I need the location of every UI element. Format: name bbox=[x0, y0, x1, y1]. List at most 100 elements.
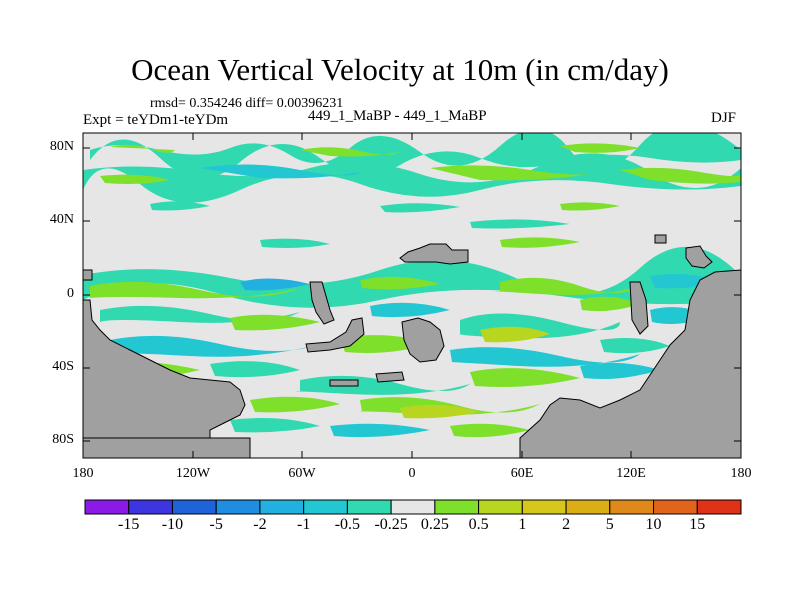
colorbar-swatch bbox=[346, 499, 392, 515]
colorbar-swatch bbox=[215, 499, 261, 515]
colorbar-label: -2 bbox=[253, 516, 267, 533]
south-field-patterns bbox=[83, 246, 741, 438]
north-field-patterns bbox=[83, 133, 741, 248]
field-patch bbox=[360, 276, 440, 290]
field-patch bbox=[230, 418, 320, 433]
field-patch bbox=[90, 133, 741, 178]
plot-title: Ocean Vertical Velocity at 10m (in cm/da… bbox=[131, 52, 669, 87]
field-patch bbox=[100, 174, 170, 184]
colorbar-label: -5 bbox=[209, 516, 223, 533]
x-tick-label: 120E bbox=[616, 466, 646, 481]
colorbar-swatch bbox=[434, 499, 480, 515]
field-patch bbox=[260, 238, 330, 248]
colorbar-swatch bbox=[84, 499, 130, 515]
field-patch bbox=[600, 338, 670, 354]
colorbar-label: 10 bbox=[645, 516, 662, 533]
colorbar-label: -1 bbox=[296, 516, 311, 533]
colorbar-label: 1 bbox=[518, 516, 527, 533]
land-antarctica-west bbox=[83, 437, 251, 458]
colorbar-swatch bbox=[609, 499, 655, 515]
y-tick-label: 40S bbox=[52, 359, 74, 374]
season-label: DJF bbox=[711, 110, 737, 126]
land-north-island bbox=[399, 243, 469, 265]
land-central-island bbox=[401, 317, 445, 363]
field-patch bbox=[480, 326, 550, 343]
colorbar-swatch bbox=[259, 499, 305, 515]
field-patch bbox=[370, 302, 450, 318]
y-tick-label: 80N bbox=[49, 139, 74, 154]
field-patch bbox=[580, 296, 640, 312]
land-west-edge bbox=[83, 269, 93, 281]
colorbar-label: 5 bbox=[605, 516, 614, 533]
field-patch bbox=[90, 281, 300, 299]
land-southwest bbox=[83, 299, 246, 458]
field-patch bbox=[430, 165, 600, 181]
colorbar-swatch bbox=[303, 499, 348, 515]
colorbar-label: -0.5 bbox=[334, 516, 361, 533]
x-tick-label: 0 bbox=[408, 466, 416, 481]
colorbar-swatch bbox=[521, 499, 567, 515]
field-patch bbox=[83, 246, 741, 308]
field-patch bbox=[495, 277, 640, 295]
y-tick-label: 0 bbox=[67, 286, 74, 301]
land-northeast-small bbox=[685, 245, 713, 269]
x-tick-label: 60E bbox=[510, 466, 534, 481]
field-patch bbox=[100, 305, 300, 323]
land-southeast bbox=[519, 269, 741, 458]
land-south-strip-b bbox=[375, 371, 405, 383]
colorbar-label: 0.25 bbox=[420, 516, 449, 533]
colorbar-label: 2 bbox=[562, 516, 571, 533]
colorbar-label: -15 bbox=[118, 516, 140, 533]
colorbar-swatch bbox=[565, 499, 611, 515]
field-patch bbox=[210, 361, 300, 378]
field-patch bbox=[330, 423, 430, 438]
land-north-small bbox=[654, 234, 667, 244]
colorbar-label: 15 bbox=[689, 516, 706, 533]
x-tick-label: 180 bbox=[72, 466, 94, 481]
colorbar-swatch bbox=[171, 499, 217, 515]
y-tick-label: 80S bbox=[52, 432, 74, 447]
field-patch bbox=[110, 144, 175, 153]
field-patch bbox=[470, 219, 570, 229]
map-panel bbox=[83, 133, 741, 458]
colorbar-label: 0.5 bbox=[468, 516, 489, 533]
x-tick-label: 120W bbox=[175, 466, 211, 481]
field-patch bbox=[500, 237, 580, 248]
land-central-west-island bbox=[305, 317, 365, 353]
field-patch bbox=[83, 153, 741, 203]
field-patch bbox=[300, 147, 400, 157]
field-patch bbox=[150, 201, 210, 211]
land-masses bbox=[83, 234, 741, 458]
colorbar-label: -0.25 bbox=[374, 516, 408, 533]
field-patch bbox=[110, 335, 320, 357]
field-patch bbox=[250, 396, 340, 413]
x-tick-label: 180 bbox=[730, 466, 752, 481]
field-patch bbox=[380, 203, 460, 213]
colorbar-swatch bbox=[653, 499, 698, 515]
field-patch bbox=[620, 167, 741, 184]
field-patch bbox=[200, 164, 360, 179]
experiment-label: Expt = teYDm1-teYDm bbox=[83, 112, 229, 128]
colorbar-swatch bbox=[696, 499, 742, 515]
land-south-strip-a bbox=[329, 379, 359, 387]
colorbar-swatch bbox=[128, 499, 173, 515]
colorbar-swatch bbox=[390, 499, 436, 515]
field-patch bbox=[560, 202, 620, 211]
field-patch bbox=[230, 314, 320, 331]
field-patch bbox=[560, 143, 640, 153]
field-patch bbox=[580, 362, 660, 379]
field-patch bbox=[450, 423, 530, 438]
x-tick-label: 60W bbox=[288, 466, 316, 481]
land-pacific-island-b bbox=[629, 281, 649, 335]
colorbar bbox=[84, 499, 742, 515]
axis-ticks bbox=[83, 133, 741, 458]
colorbar-label: -10 bbox=[161, 516, 184, 533]
field-patch bbox=[240, 278, 310, 291]
rmsd-diff-stats: rmsd= 0.354246 diff= 0.00396231 bbox=[150, 96, 344, 111]
land-pacific-island-a bbox=[309, 281, 335, 325]
y-tick-label: 40N bbox=[49, 212, 74, 227]
field-patch bbox=[470, 368, 580, 387]
colorbar-swatch bbox=[478, 499, 523, 515]
runs-label: 449_1_MaBP - 449_1_MaBP bbox=[308, 108, 487, 124]
